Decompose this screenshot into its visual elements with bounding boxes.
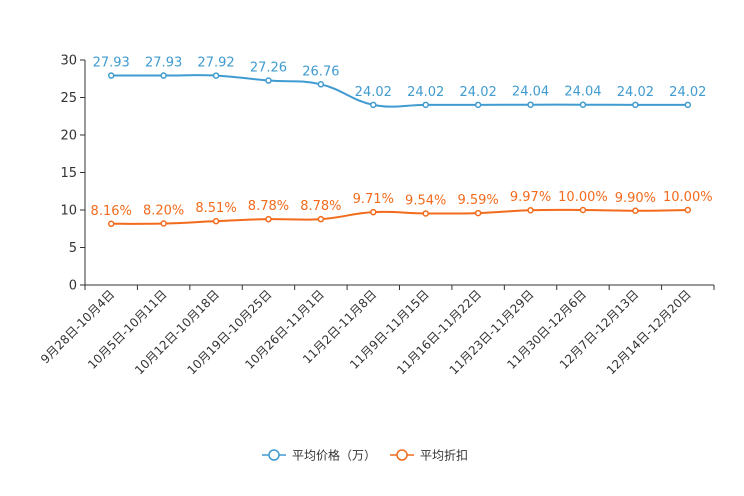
data-label: 8.78% (300, 199, 341, 214)
data-label: 9.90% (615, 191, 656, 206)
chart-axes: 0510152025309月28日-10月4日10月5日-10月11日10月12… (38, 54, 715, 377)
y-tick-label: 5 (69, 241, 77, 256)
data-point[interactable] (212, 72, 220, 79)
legend-item-0[interactable]: 平均价格（万） (262, 448, 376, 463)
y-tick-label: 30 (60, 54, 77, 69)
data-point[interactable] (684, 101, 692, 109)
data-point[interactable] (632, 207, 639, 214)
data-label: 24.04 (512, 85, 549, 100)
data-label: 27.93 (145, 56, 182, 71)
legend-marker-icon (268, 449, 280, 461)
y-tick-label: 0 (69, 279, 77, 294)
data-label: 9.54% (405, 193, 446, 208)
y-tick-label: 15 (60, 166, 77, 181)
data-label: 24.02 (407, 85, 444, 100)
series-data-labels: 27.93 27.93 27.92 27.26 26.76 24.02 24.02 24.02… (91, 56, 713, 219)
data-point[interactable] (265, 77, 272, 84)
data-point[interactable] (265, 215, 272, 223)
data-point[interactable] (474, 209, 482, 217)
data-point[interactable] (107, 72, 115, 79)
data-label: 9.71% (353, 192, 394, 207)
data-point[interactable] (422, 210, 429, 217)
data-point[interactable] (370, 101, 377, 109)
data-label: 9.59% (457, 193, 498, 208)
y-tick-label: 10 (60, 204, 77, 219)
data-label: 24.02 (669, 85, 706, 100)
data-point[interactable] (160, 72, 167, 79)
data-point[interactable] (212, 217, 220, 225)
legend-marker-icon (396, 449, 408, 461)
legend-label: 平均折扣 (420, 448, 468, 463)
legend-item-1[interactable]: 平均折扣 (390, 448, 468, 463)
data-point[interactable] (474, 101, 482, 109)
data-label: 24.04 (564, 85, 601, 100)
data-label: 8.78% (248, 199, 289, 214)
y-tick-label: 25 (60, 91, 77, 106)
data-label: 27.93 (93, 56, 130, 71)
data-label: 24.02 (460, 85, 497, 100)
data-label: 10.00% (663, 190, 713, 205)
data-point[interactable] (317, 81, 325, 88)
series-line-1 (111, 208, 688, 225)
data-point[interactable] (160, 220, 167, 227)
data-label: 8.16% (91, 204, 132, 219)
data-label: 27.26 (250, 61, 287, 76)
data-point[interactable] (527, 101, 534, 108)
data-point[interactable] (317, 215, 325, 223)
series-lines (111, 74, 688, 225)
data-label: 10.00% (558, 190, 608, 205)
legend-label: 平均价格（万） (292, 448, 376, 463)
chart-legend[interactable]: 平均价格（万） 平均折扣 (262, 448, 468, 463)
data-label: 27.92 (197, 56, 234, 71)
data-label: 8.51% (195, 201, 236, 216)
data-point[interactable] (107, 220, 115, 228)
data-point[interactable] (370, 208, 377, 216)
data-label: 8.20% (143, 204, 184, 219)
data-label: 24.02 (355, 85, 392, 100)
data-point[interactable] (579, 206, 587, 214)
data-point[interactable] (579, 101, 587, 108)
data-label: 26.76 (302, 64, 339, 79)
y-tick-label: 20 (60, 129, 77, 144)
series-points (107, 72, 692, 228)
data-point[interactable] (632, 101, 639, 109)
data-label: 9.97% (510, 190, 551, 205)
data-point[interactable] (684, 206, 692, 214)
data-point[interactable] (527, 206, 534, 214)
data-point[interactable] (422, 101, 429, 109)
series-line-0 (111, 74, 688, 108)
data-label: 24.02 (617, 85, 654, 100)
